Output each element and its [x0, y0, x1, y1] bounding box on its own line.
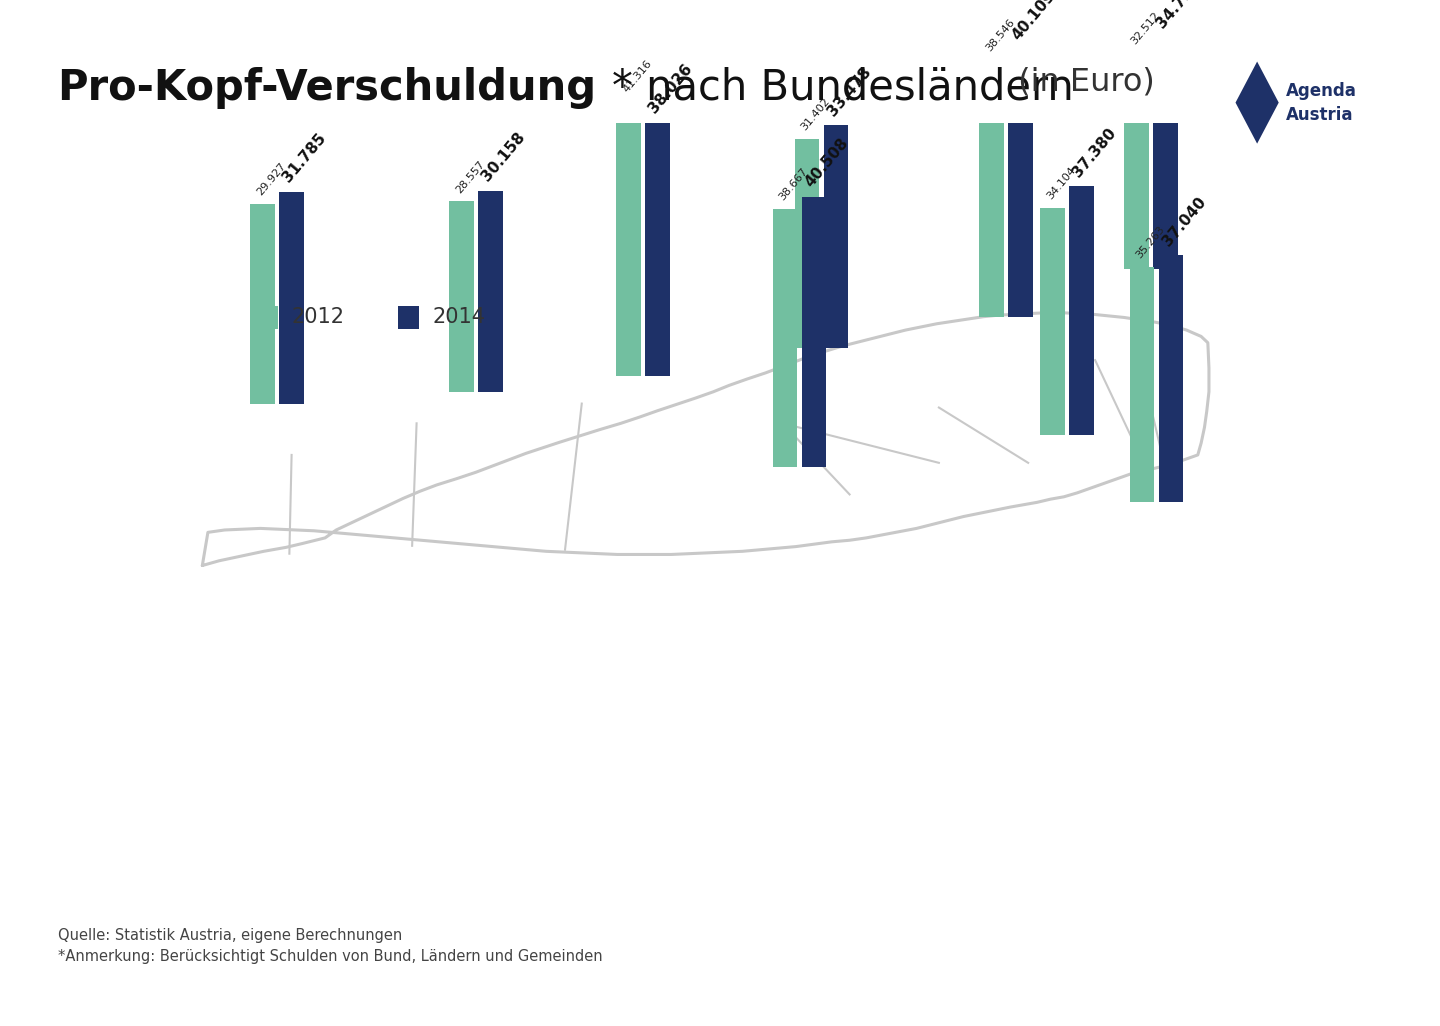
Text: Quelle: Statistik Austria, eigene Berechnungen
*Anmerkung: Berücksichtigt Schuld: Quelle: Statistik Austria, eigene Berech… [58, 929, 602, 964]
Text: Agenda
Austria: Agenda Austria [1286, 82, 1356, 124]
Text: 29.927: 29.927 [255, 161, 288, 198]
Text: 40.508: 40.508 [802, 135, 851, 190]
Text: 32.512: 32.512 [1129, 10, 1162, 46]
Bar [449, 201, 474, 392]
Bar [616, 101, 641, 376]
Bar [773, 209, 798, 467]
Text: 35.263: 35.263 [1135, 225, 1166, 261]
Bar [1130, 267, 1155, 503]
Bar [256, 307, 278, 328]
Bar [251, 204, 275, 403]
Text: 2012: 2012 [291, 308, 344, 327]
Text: 31.402: 31.402 [799, 96, 832, 132]
Bar [979, 60, 1004, 317]
Text: 41.316: 41.316 [621, 57, 654, 94]
Bar [1008, 49, 1032, 317]
Bar [1041, 207, 1066, 435]
Bar [1070, 186, 1094, 435]
Text: (in Euro): (in Euro) [1008, 67, 1155, 97]
Bar [1153, 38, 1178, 269]
Bar [824, 125, 848, 348]
Text: 34.104: 34.104 [1045, 165, 1077, 201]
Bar [795, 139, 819, 348]
Bar [1159, 255, 1184, 503]
Text: 34.726: 34.726 [1153, 0, 1204, 31]
Bar [478, 191, 503, 392]
Text: 40.109: 40.109 [1009, 0, 1058, 43]
Bar [802, 197, 827, 467]
Text: Pro-Kopf-Verschuldung: Pro-Kopf-Verschuldung [58, 67, 596, 109]
Text: 2014: 2014 [433, 308, 485, 327]
Bar [397, 307, 419, 328]
Text: 37.380: 37.380 [1070, 125, 1119, 180]
Text: 31.785: 31.785 [281, 130, 330, 186]
Bar [1125, 52, 1149, 269]
Text: 28.557: 28.557 [454, 159, 487, 195]
Text: 33.478: 33.478 [825, 64, 874, 119]
Text: 38.667: 38.667 [778, 166, 809, 202]
Text: * nach Bundesländern: * nach Bundesländern [612, 67, 1074, 109]
Text: 38.026: 38.026 [647, 62, 696, 116]
Text: 30.158: 30.158 [478, 129, 528, 185]
Text: 37.040: 37.040 [1159, 194, 1208, 249]
Bar [279, 192, 304, 403]
Bar [645, 122, 670, 376]
Text: 38.546: 38.546 [984, 17, 1017, 53]
